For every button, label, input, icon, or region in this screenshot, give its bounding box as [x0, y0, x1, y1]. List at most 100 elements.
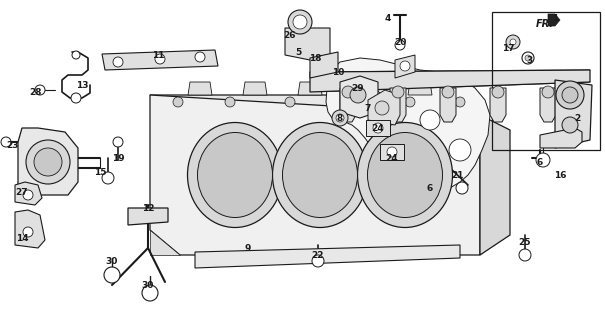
- Text: 30: 30: [106, 258, 118, 267]
- Circle shape: [525, 55, 531, 61]
- Circle shape: [336, 114, 344, 122]
- Polygon shape: [298, 82, 322, 95]
- Polygon shape: [340, 88, 356, 122]
- Circle shape: [536, 153, 550, 167]
- Text: 22: 22: [312, 251, 324, 260]
- Text: 14: 14: [16, 234, 28, 243]
- Polygon shape: [128, 208, 168, 225]
- Polygon shape: [285, 28, 330, 60]
- Polygon shape: [310, 70, 590, 92]
- Circle shape: [113, 57, 123, 67]
- Circle shape: [392, 86, 404, 98]
- Circle shape: [449, 139, 471, 161]
- Circle shape: [350, 87, 366, 103]
- Text: 5: 5: [295, 47, 301, 57]
- Polygon shape: [490, 88, 506, 122]
- Circle shape: [72, 51, 80, 59]
- Circle shape: [312, 255, 324, 267]
- Circle shape: [387, 147, 397, 157]
- Polygon shape: [480, 115, 510, 255]
- Polygon shape: [150, 95, 480, 255]
- Circle shape: [442, 86, 454, 98]
- Circle shape: [173, 97, 183, 107]
- Ellipse shape: [283, 132, 358, 218]
- Circle shape: [492, 86, 504, 98]
- Polygon shape: [555, 80, 592, 148]
- Ellipse shape: [358, 123, 453, 228]
- Text: 6: 6: [537, 157, 543, 166]
- Circle shape: [332, 110, 348, 126]
- Text: 11: 11: [152, 51, 164, 60]
- Polygon shape: [380, 144, 404, 160]
- Circle shape: [71, 93, 81, 103]
- Ellipse shape: [188, 123, 283, 228]
- Polygon shape: [540, 128, 582, 148]
- Circle shape: [506, 35, 520, 49]
- Text: 27: 27: [16, 188, 28, 196]
- Circle shape: [405, 97, 415, 107]
- Circle shape: [510, 39, 516, 45]
- Circle shape: [34, 148, 62, 176]
- Circle shape: [345, 97, 355, 107]
- Text: 3: 3: [527, 55, 533, 65]
- Text: 10: 10: [332, 68, 344, 76]
- Text: 2: 2: [574, 114, 580, 123]
- Polygon shape: [15, 210, 45, 248]
- Circle shape: [358, 88, 382, 112]
- Circle shape: [1, 137, 11, 147]
- Polygon shape: [15, 182, 42, 205]
- Text: 15: 15: [94, 167, 106, 177]
- Text: 4: 4: [385, 13, 391, 22]
- Circle shape: [542, 86, 554, 98]
- Circle shape: [420, 110, 440, 130]
- Circle shape: [23, 190, 33, 200]
- Polygon shape: [243, 82, 267, 95]
- Text: 6: 6: [427, 183, 433, 193]
- Circle shape: [288, 10, 312, 34]
- Text: 1: 1: [552, 13, 558, 22]
- Ellipse shape: [197, 132, 272, 218]
- Polygon shape: [102, 50, 218, 70]
- Polygon shape: [353, 82, 377, 95]
- Ellipse shape: [367, 132, 442, 218]
- Text: 17: 17: [502, 44, 514, 52]
- Polygon shape: [150, 95, 480, 115]
- Text: 7: 7: [365, 103, 371, 113]
- Circle shape: [373, 123, 383, 133]
- Text: FR.: FR.: [536, 19, 554, 29]
- Polygon shape: [150, 230, 180, 255]
- Polygon shape: [440, 88, 456, 122]
- Text: 13: 13: [76, 81, 88, 90]
- Circle shape: [195, 52, 205, 62]
- Text: 25: 25: [518, 237, 531, 246]
- Circle shape: [455, 97, 465, 107]
- Text: 8: 8: [337, 114, 343, 123]
- Circle shape: [456, 182, 468, 194]
- Circle shape: [522, 52, 534, 64]
- Polygon shape: [395, 55, 415, 78]
- Text: 28: 28: [29, 87, 41, 97]
- Text: 19: 19: [112, 154, 124, 163]
- Circle shape: [113, 137, 123, 147]
- Circle shape: [285, 97, 295, 107]
- Polygon shape: [366, 120, 390, 136]
- Text: 24: 24: [371, 124, 384, 132]
- Circle shape: [395, 40, 405, 50]
- Circle shape: [342, 86, 354, 98]
- Polygon shape: [340, 76, 378, 118]
- Ellipse shape: [272, 123, 367, 228]
- Circle shape: [375, 101, 389, 115]
- Text: 29: 29: [352, 84, 364, 92]
- Circle shape: [26, 140, 70, 184]
- Text: 24: 24: [385, 154, 398, 163]
- Circle shape: [519, 249, 531, 261]
- Circle shape: [102, 172, 114, 184]
- Text: 16: 16: [554, 171, 566, 180]
- Text: 9: 9: [245, 244, 251, 252]
- Circle shape: [381, 151, 399, 169]
- Text: 20: 20: [394, 37, 406, 46]
- Circle shape: [293, 15, 307, 29]
- Circle shape: [23, 227, 33, 237]
- Polygon shape: [390, 88, 406, 122]
- Polygon shape: [188, 82, 212, 95]
